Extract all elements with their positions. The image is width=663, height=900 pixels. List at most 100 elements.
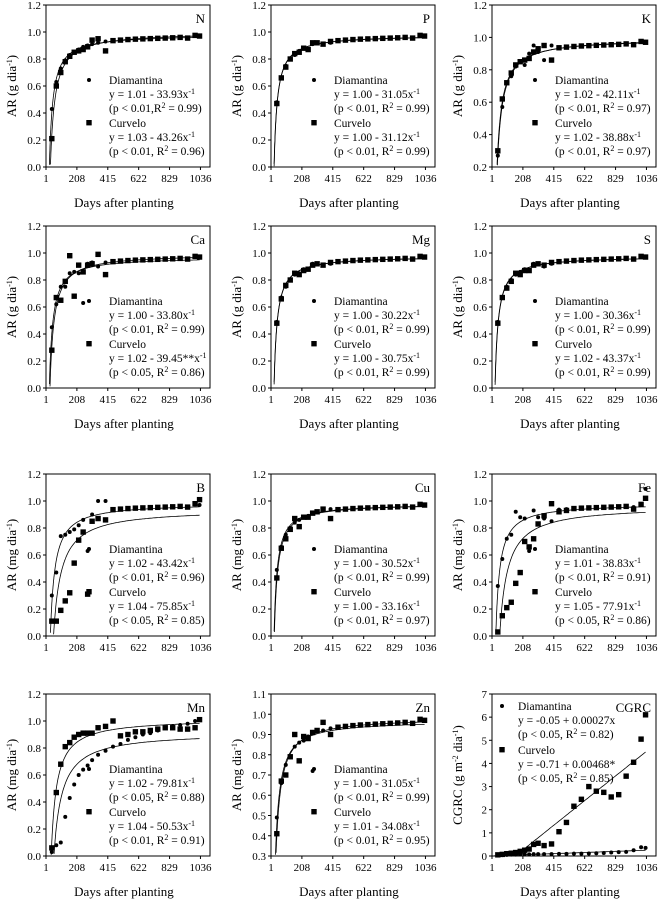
text-part: (p < 0.01, R bbox=[555, 146, 611, 158]
data-point-curvelo bbox=[274, 831, 280, 837]
data-point-curvelo bbox=[642, 495, 649, 501]
data-point-curvelo bbox=[586, 42, 592, 49]
legend-statistics: (p < 0.05, R2 = 0.88) bbox=[109, 790, 205, 805]
series-curvelo bbox=[273, 32, 428, 167]
series-curvelo bbox=[494, 253, 649, 385]
y-tick-label: 0.4 bbox=[473, 329, 487, 341]
data-point-curvelo bbox=[642, 254, 649, 260]
data-point-diamantina bbox=[522, 852, 527, 857]
data-point-diamantina bbox=[96, 264, 101, 269]
data-point-diamantina bbox=[527, 51, 532, 56]
data-point-curvelo bbox=[615, 256, 622, 262]
data-point-curvelo bbox=[71, 734, 77, 740]
text-part: (p < 0.05, R bbox=[109, 615, 165, 627]
data-point-curvelo bbox=[578, 796, 585, 802]
data-point-diamantina bbox=[54, 843, 59, 848]
text-part: (p < 0.05, R bbox=[555, 615, 611, 627]
y-tick-label: 0.4 bbox=[252, 831, 266, 843]
data-point-diamantina bbox=[500, 105, 505, 110]
legend-marker-circle bbox=[87, 767, 91, 771]
superscript: 2 bbox=[164, 833, 168, 842]
data-point-curvelo bbox=[305, 514, 311, 520]
data-point-curvelo bbox=[309, 729, 316, 736]
data-point-curvelo bbox=[350, 505, 356, 512]
text-part: = 0.95) bbox=[393, 835, 429, 847]
data-point-diamantina bbox=[549, 43, 554, 48]
data-point-diamantina bbox=[579, 851, 584, 856]
y-tick-label: 1.0 bbox=[27, 716, 41, 728]
y-tick-label: 0.2 bbox=[252, 356, 266, 368]
data-point-curvelo bbox=[327, 515, 334, 522]
data-point-curvelo bbox=[593, 256, 600, 263]
legend-equation: y = 1.02 - 79.81x-1 bbox=[109, 776, 195, 791]
x-tick-label: 622 bbox=[130, 862, 147, 874]
y-tick-label: 1.0 bbox=[252, 27, 266, 39]
data-point-curvelo bbox=[615, 791, 622, 798]
y-tick-label: 0.2 bbox=[252, 135, 266, 147]
fit-line bbox=[494, 258, 646, 385]
data-point-curvelo bbox=[541, 513, 547, 519]
text-part: (p < 0.01,R bbox=[109, 103, 162, 115]
y-tick-label: 0.8 bbox=[473, 65, 487, 77]
text-part: y = 1.00 - 30.22x bbox=[334, 310, 414, 322]
data-point-diamantina bbox=[63, 284, 68, 289]
data-point-diamantina bbox=[643, 486, 648, 491]
legend-equation: y = 1.00 - 31.05x-1 bbox=[334, 776, 420, 791]
data-point-curvelo bbox=[526, 846, 532, 852]
data-point-curvelo bbox=[335, 37, 341, 44]
data-point-curvelo bbox=[80, 46, 86, 53]
data-point-curvelo bbox=[409, 256, 416, 262]
panel-ca: 1 208 415 622 829 1036 0.0 0.2 0.4 0.6 0.8 1.0 1.2 AR… bbox=[4, 221, 212, 431]
text-part: = 0.99) bbox=[393, 324, 429, 336]
superscript: -1 bbox=[188, 776, 195, 785]
x-tick-label: 208 bbox=[69, 862, 86, 874]
data-point-curvelo bbox=[147, 504, 154, 511]
data-point-curvelo bbox=[517, 848, 523, 855]
data-point-curvelo bbox=[75, 537, 82, 543]
legend-series-name: Diamantina bbox=[334, 764, 388, 776]
y-tick-label: 0.8 bbox=[27, 275, 41, 287]
data-point-curvelo bbox=[517, 569, 523, 576]
text-part: (p < 0.01, R bbox=[334, 324, 390, 336]
superscript: -1 bbox=[188, 599, 195, 608]
legend-series-name: Curvelo bbox=[109, 339, 146, 351]
legend-equation: y = 1.02 - 42.11x-1 bbox=[555, 87, 641, 102]
data-point-diamantina bbox=[557, 851, 562, 856]
data-point-curvelo bbox=[292, 50, 298, 57]
text-part: = 0.99) bbox=[393, 572, 429, 584]
text-part: = 0.99) bbox=[614, 324, 650, 336]
data-point-curvelo bbox=[102, 517, 109, 523]
data-point-curvelo bbox=[89, 518, 95, 524]
text-part: = 0.86) bbox=[614, 615, 650, 627]
text-part: (p < 0.01, R bbox=[109, 324, 165, 336]
superscript: -1 bbox=[634, 87, 641, 96]
legend-marker-square bbox=[532, 589, 538, 595]
y-tick-label: 0.8 bbox=[27, 743, 41, 755]
x-tick-label: 829 bbox=[607, 394, 624, 406]
data-point-curvelo bbox=[638, 38, 644, 45]
data-point-diamantina bbox=[76, 523, 81, 528]
text-part: AR (g dia bbox=[450, 287, 465, 339]
superscript: 2 bbox=[610, 144, 614, 153]
data-point-curvelo bbox=[586, 505, 592, 511]
data-point-curvelo bbox=[117, 258, 124, 264]
data-point-curvelo bbox=[196, 716, 203, 723]
x-tick-label: 208 bbox=[69, 642, 86, 654]
text-part: = 0.99) bbox=[393, 367, 429, 379]
data-point-curvelo bbox=[155, 256, 161, 263]
x-tick-label: 1 bbox=[43, 642, 49, 654]
text-part: = 0.99) bbox=[393, 103, 429, 115]
text-part: = 0.96) bbox=[168, 146, 204, 158]
superscript: -1 bbox=[634, 599, 641, 608]
text-part: ) bbox=[229, 55, 244, 59]
superscript: 2 bbox=[389, 570, 393, 579]
x-tick-label: 1036 bbox=[189, 642, 212, 654]
superscript: 2 bbox=[389, 101, 393, 110]
data-point-curvelo bbox=[380, 35, 386, 42]
y-tick-label: 0.6 bbox=[473, 302, 487, 314]
panel-zn: 1 208 415 622 829 1036 0.3 0.4 0.5 0.6 0.7 0.8 0.9 1.… bbox=[229, 689, 437, 899]
data-point-diamantina bbox=[328, 507, 333, 512]
